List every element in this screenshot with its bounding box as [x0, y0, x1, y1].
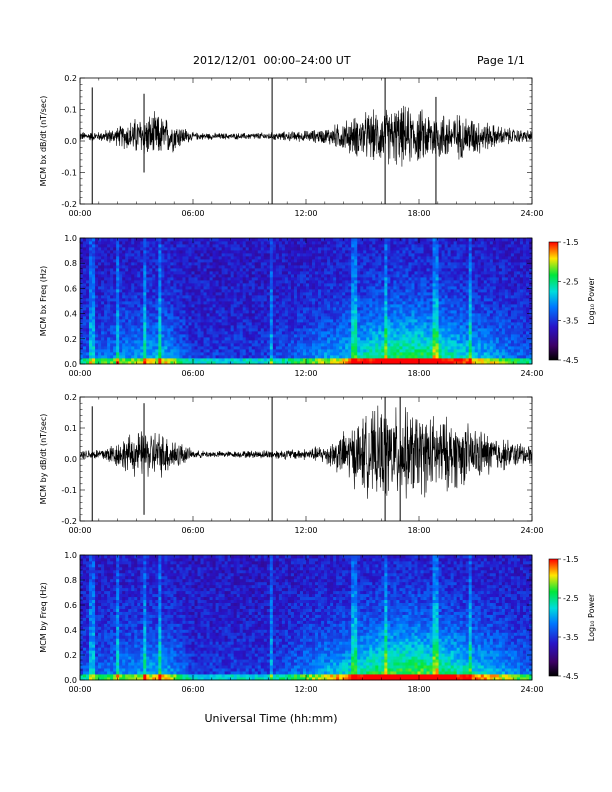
x-tick-label: 18:00: [407, 209, 430, 218]
x-tick-label: 06:00: [181, 369, 204, 378]
series-trace: [79, 405, 533, 499]
x-axis-title: Universal Time (hh:mm): [204, 712, 338, 725]
x-tick-label: 18:00: [407, 685, 430, 694]
y-tick-label: -0.1: [61, 486, 77, 495]
panel-2: -1.5 -2.5 -3.5 -4.5 Log₁₀ Power 00:00 06:00 12:…: [39, 234, 596, 378]
y-tick-label: 0.2: [64, 651, 77, 660]
colorbar-label: Log₁₀ Power: [587, 277, 596, 325]
y-axis-title: MCM bx Freq (Hz): [39, 266, 48, 336]
page-indicator: Page 1/1: [477, 54, 525, 67]
y-tick-label: 0.2: [64, 393, 77, 402]
colorbar-tick-label: -4.5: [563, 356, 579, 365]
panel-3: 00:00 06:00 12:00 18:00 24:00 -0.2 -0.1 0.0 0.1 0…: [39, 393, 544, 535]
y-axis-title: MCM by Freq (Hz): [39, 582, 48, 652]
y-tick-label: 0.2: [64, 335, 77, 344]
x-tick-label: 00:00: [68, 369, 91, 378]
y-tick-label: 1.0: [64, 234, 77, 243]
y-tick-label: 0.0: [64, 137, 77, 146]
colorbar-tick-label: -1.5: [563, 238, 579, 247]
x-tick-label: 00:00: [68, 526, 91, 535]
x-tick-label: 06:00: [181, 526, 204, 535]
y-tick-label: 0.6: [64, 601, 77, 610]
x-tick-label: 18:00: [407, 369, 430, 378]
y-tick-label: 0.0: [64, 676, 77, 685]
y-tick-label: 0.1: [64, 106, 77, 115]
x-tick-label: 12:00: [294, 685, 317, 694]
y-axis-title: MCM bx dB/dt (nT/sec): [39, 96, 48, 187]
x-tick-label: 24:00: [520, 209, 543, 218]
y-tick-label: 0.0: [64, 360, 77, 369]
series-trace: [79, 105, 533, 167]
colorbar-tick-label: -2.5: [563, 277, 579, 286]
y-tick-label: 0.8: [64, 259, 77, 268]
y-tick-label: 0.6: [64, 284, 77, 293]
colorbar-label: Log₁₀ Power: [587, 593, 596, 641]
colorbar: [548, 241, 559, 361]
y-tick-label: 0.2: [64, 74, 77, 83]
x-tick-label: 06:00: [181, 209, 204, 218]
x-tick-label: 18:00: [407, 526, 430, 535]
colorbar-tick-label: -2.5: [563, 594, 579, 603]
x-tick-label: 00:00: [68, 209, 91, 218]
x-tick-label: 06:00: [181, 685, 204, 694]
y-tick-label: 0.4: [64, 310, 77, 319]
colorbar-tick-label: -3.5: [563, 633, 579, 642]
x-tick-label: 12:00: [294, 369, 317, 378]
colorbar: [548, 558, 559, 677]
panel-1: 00:00 06:00 12:00 18:00 24:00 -0.2 -0.1 0.0 0.1 0…: [39, 74, 544, 218]
x-tick-label: 24:00: [520, 685, 543, 694]
panel-4: -1.5 -2.5 -3.5 -4.5 Log₁₀ Power 00:00 06:00 12:…: [39, 551, 596, 694]
spectrogram: [80, 555, 533, 681]
x-tick-label: 24:00: [520, 369, 543, 378]
y-tick-label: -0.2: [61, 517, 77, 526]
y-tick-label: 0.4: [64, 626, 77, 635]
x-tick-label: 24:00: [520, 526, 543, 535]
colorbar-tick-label: -3.5: [563, 317, 579, 326]
chart-title: 2012/12/01 00:00–24:00 UT: [193, 54, 351, 67]
y-tick-label: -0.1: [61, 169, 77, 178]
colorbar-tick-label: -1.5: [563, 555, 579, 564]
y-axis-title: MCM by dB/dt (nT/sec): [39, 414, 48, 505]
spectrogram: [80, 238, 533, 365]
x-tick-label: 12:00: [294, 526, 317, 535]
x-tick-label: 12:00: [294, 209, 317, 218]
x-tick-label: 00:00: [68, 685, 91, 694]
y-tick-label: 0.0: [64, 455, 77, 464]
y-tick-label: 0.8: [64, 576, 77, 585]
y-tick-label: 0.1: [64, 424, 77, 433]
y-tick-label: -0.2: [61, 200, 77, 209]
y-tick-label: 1.0: [64, 551, 77, 560]
colorbar-tick-label: -4.5: [563, 672, 579, 681]
